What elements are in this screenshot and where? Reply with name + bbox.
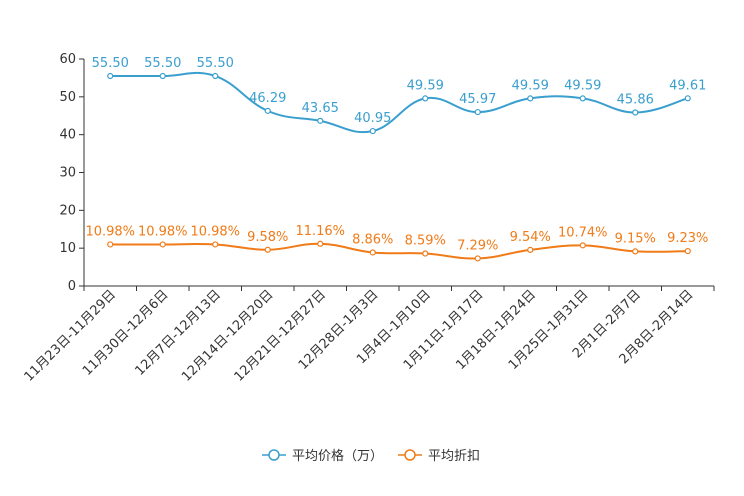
data-label: 9.15% (615, 231, 656, 246)
data-label: 49.59 (564, 78, 601, 93)
legend-item-1[interactable]: 平均折扣 (398, 449, 480, 464)
data-point[interactable] (264, 246, 271, 253)
data-label: 10.98% (85, 224, 135, 239)
data-label: 8.59% (405, 234, 446, 249)
y-tick-label: 40 (59, 128, 76, 143)
data-label: 43.65 (302, 101, 339, 116)
data-label: 55.50 (92, 56, 129, 71)
data-point[interactable] (474, 255, 481, 262)
data-point[interactable] (212, 72, 219, 80)
data-point[interactable] (632, 109, 639, 116)
data-point[interactable] (369, 127, 376, 135)
data-point[interactable] (579, 242, 586, 249)
data-point[interactable] (212, 241, 219, 248)
data-label: 55.50 (144, 56, 181, 71)
data-label: 45.86 (617, 92, 654, 107)
legend: 平均价格（万） 平均折扣 (262, 448, 480, 464)
data-label: 45.97 (459, 92, 496, 107)
data-label: 7.29% (457, 238, 498, 253)
data-point[interactable] (684, 247, 691, 255)
series-layer (107, 71, 691, 262)
x-tick-label: 12月14日-12月20日 (179, 287, 276, 384)
legend-item-0[interactable]: 平均价格（万） (262, 448, 383, 464)
y-tick-label: 0 (68, 279, 76, 294)
legend-label: 平均价格（万） (292, 448, 383, 464)
data-point[interactable] (369, 249, 376, 256)
data-point[interactable] (317, 240, 324, 247)
y-tick-label: 30 (59, 166, 76, 181)
data-point[interactable] (632, 248, 639, 255)
data-point[interactable] (159, 241, 166, 248)
legend-label: 平均折扣 (428, 449, 480, 464)
data-label: 49.59 (407, 78, 444, 93)
data-point[interactable] (107, 72, 114, 80)
y-tick-label: 50 (59, 90, 76, 105)
data-label: 49.59 (512, 78, 549, 93)
legend-marker-icon (404, 449, 416, 461)
y-tick-label: 20 (59, 203, 76, 218)
axes: 010203040506011月23日-11月29日11月30日-12月6日12… (22, 52, 715, 385)
legend-marker-icon (268, 449, 280, 461)
data-label: 11.16% (295, 224, 345, 239)
data-point[interactable] (422, 250, 429, 257)
data-point[interactable] (159, 72, 166, 80)
y-tick-label: 60 (59, 52, 76, 67)
data-point[interactable] (422, 95, 429, 102)
x-tick-label: 12月21日-12月27日 (232, 287, 329, 384)
data-point[interactable] (107, 241, 114, 248)
data-label: 10.74% (558, 225, 608, 240)
data-label: 8.86% (352, 232, 393, 247)
data-label: 49.61 (669, 78, 706, 93)
data-point[interactable] (317, 117, 324, 124)
series-line-1 (110, 242, 688, 260)
data-point[interactable] (527, 246, 534, 254)
data-label: 10.98% (190, 224, 240, 239)
data-label: 9.58% (247, 230, 288, 245)
data-point[interactable] (264, 107, 271, 114)
x-tick-label: 11月23日-11月29日 (22, 287, 119, 384)
data-label: 40.95 (354, 111, 391, 126)
data-label: 10.98% (138, 224, 188, 239)
data-point[interactable] (684, 95, 691, 102)
data-point[interactable] (579, 95, 586, 102)
data-label: 55.50 (197, 56, 234, 71)
data-label: 9.54% (510, 230, 551, 245)
data-point[interactable] (474, 108, 481, 116)
data-labels: 55.50 55.50 55.50 46.29 43.65 40.95 49.59 45.97… (85, 56, 708, 253)
data-point[interactable] (527, 95, 534, 102)
data-label: 46.29 (249, 91, 286, 106)
data-label: 9.23% (667, 231, 708, 246)
y-tick-label: 10 (59, 241, 76, 256)
